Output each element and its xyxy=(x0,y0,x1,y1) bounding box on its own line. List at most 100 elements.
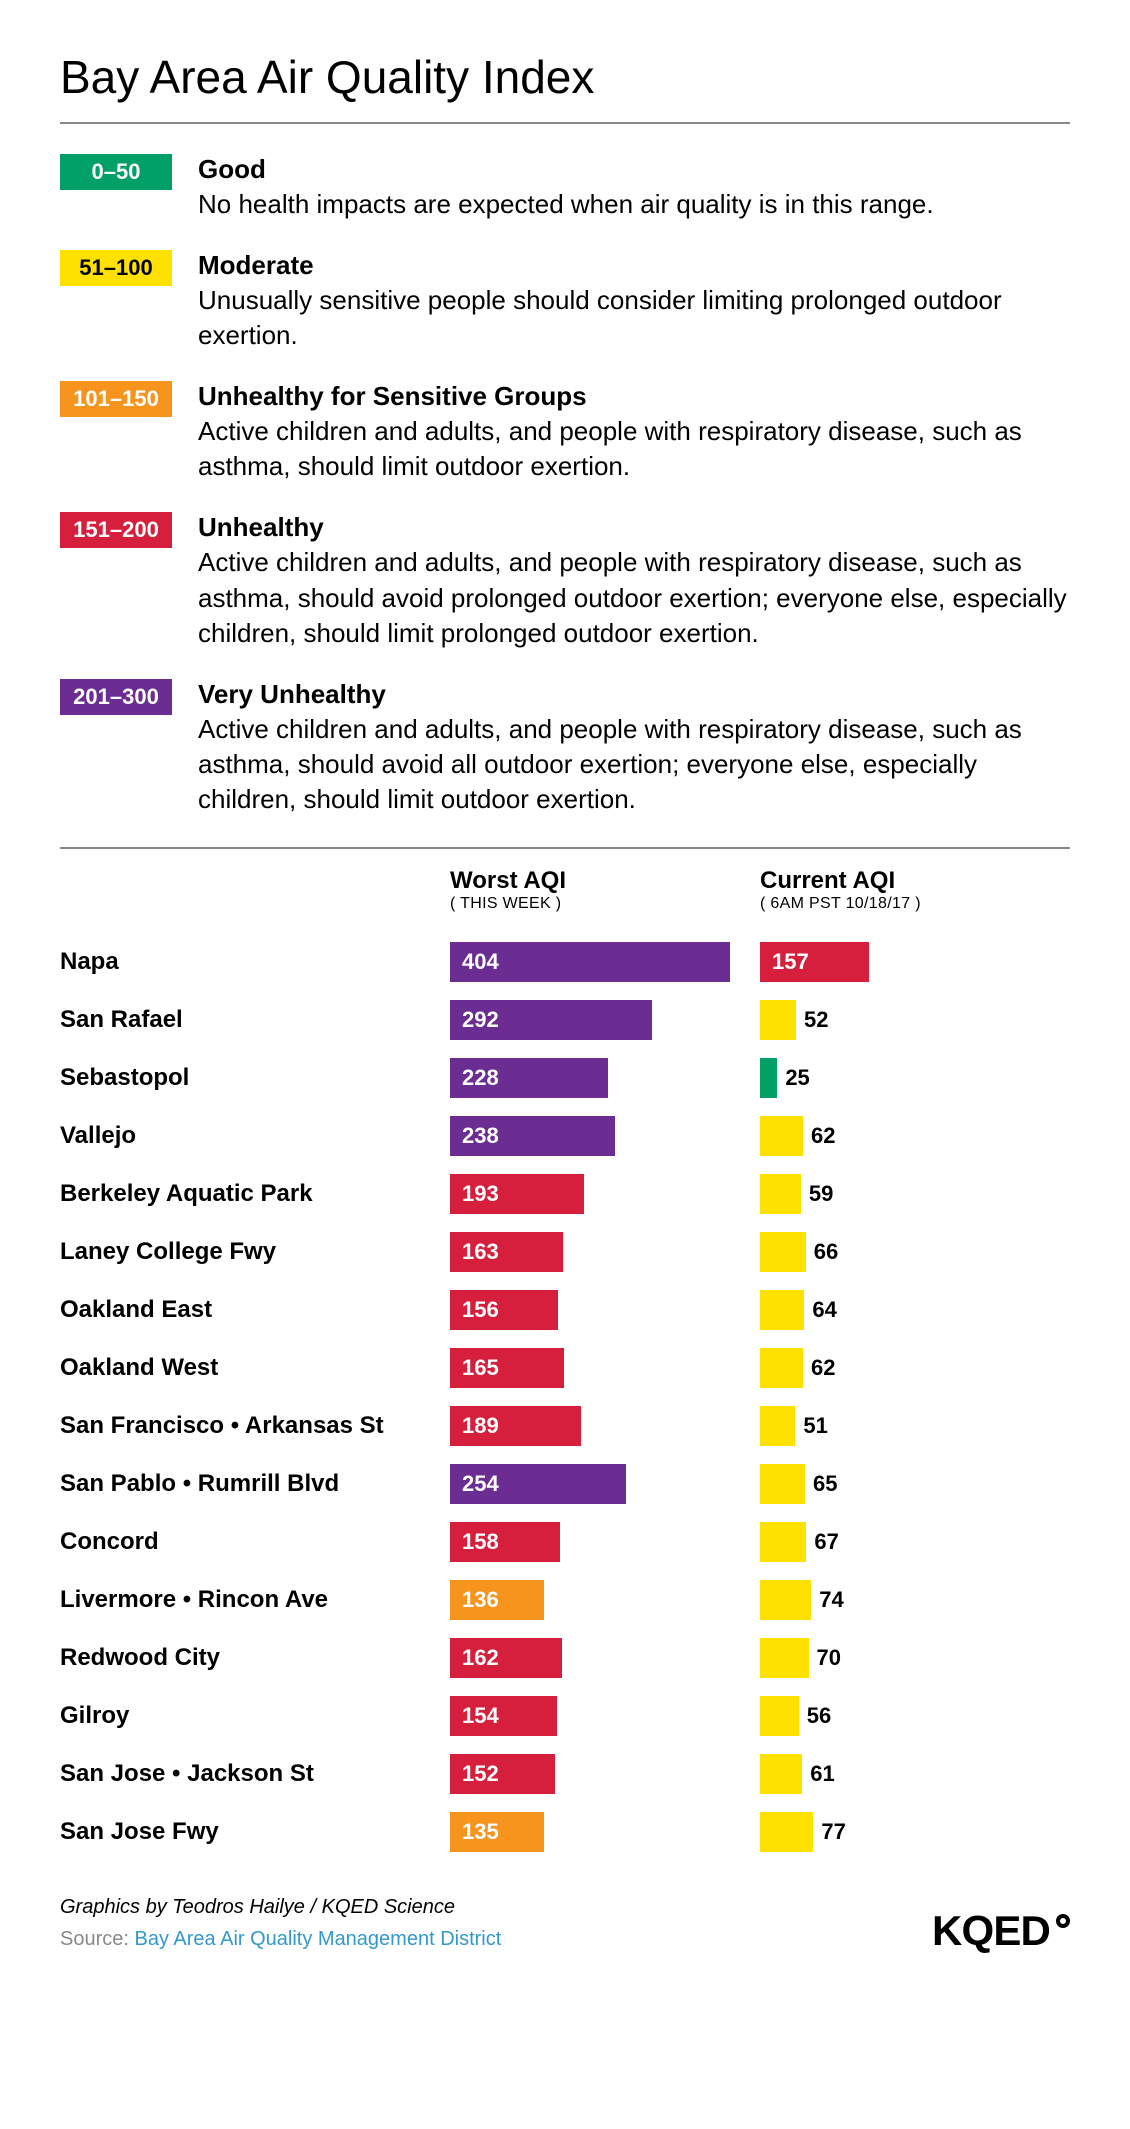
chart-row: Oakland East15664 xyxy=(60,1281,1070,1339)
column-header-worst: Worst AQI ( THIS WEEK ) xyxy=(450,867,760,913)
legend-description: Active children and adults, and people w… xyxy=(198,545,1070,650)
aqi-bar xyxy=(760,1638,809,1678)
legend-label: Very Unhealthy xyxy=(198,679,1070,710)
location-label: Livermore • Rincon Ave xyxy=(60,1586,450,1614)
chart-row: Laney College Fwy16366 xyxy=(60,1223,1070,1281)
legend-row: 101–150Unhealthy for Sensitive GroupsAct… xyxy=(60,381,1070,484)
bar-cell: 62 xyxy=(760,1116,1070,1156)
column-subtitle: ( THIS WEEK ) xyxy=(450,895,760,913)
aqi-bar xyxy=(760,1406,795,1446)
aqi-bar xyxy=(760,1000,796,1040)
bar-cell: 193 xyxy=(450,1174,760,1214)
chart-row: Gilroy154 56 xyxy=(60,1687,1070,1745)
bar-cell: 25 xyxy=(760,1058,1070,1098)
bar-cell: 74 xyxy=(760,1580,1070,1620)
legend-label: Good xyxy=(198,154,1070,185)
chart-row: San Jose • Jackson St152 61 xyxy=(60,1745,1070,1803)
location-label: Vallejo xyxy=(60,1122,450,1150)
chart-row: Oakland West165 62 xyxy=(60,1339,1070,1397)
bar-cell: 62 xyxy=(760,1348,1070,1388)
aqi-bar-value: 70 xyxy=(817,1638,841,1678)
column-title: Worst AQI xyxy=(450,867,760,895)
aqi-bar xyxy=(760,1348,803,1388)
location-label: Redwood City xyxy=(60,1644,450,1672)
aqi-bar xyxy=(760,1812,813,1852)
aqi-bar xyxy=(760,1754,802,1794)
bar-cell: 135 xyxy=(450,1812,760,1852)
aqi-bar: 228 xyxy=(450,1058,608,1098)
aqi-bar: 292 xyxy=(450,1000,652,1040)
page-title: Bay Area Air Quality Index xyxy=(60,50,1070,124)
footer: Graphics by Teodros Hailye / KQED Scienc… xyxy=(60,1891,1070,1955)
aqi-bar: 238 xyxy=(450,1116,615,1156)
aqi-bar xyxy=(760,1464,805,1504)
aqi-bar: 162 xyxy=(450,1638,562,1678)
legend-description: Unusually sensitive people should consid… xyxy=(198,283,1070,353)
aqi-bar-value: 56 xyxy=(807,1696,831,1736)
aqi-bar xyxy=(760,1058,777,1098)
chart-section: Worst AQI ( THIS WEEK ) Current AQI ( 6A… xyxy=(60,847,1070,1861)
location-label: Oakland West xyxy=(60,1354,450,1382)
aqi-bar xyxy=(760,1232,806,1272)
legend-badge: 101–150 xyxy=(60,381,172,417)
chart-body: Napa404157San Rafael29252Sebastopol22825… xyxy=(60,933,1070,1861)
bar-cell: 52 xyxy=(760,1000,1070,1040)
bar-cell: 64 xyxy=(760,1290,1070,1330)
location-label: Gilroy xyxy=(60,1702,450,1730)
aqi-bar-value: 64 xyxy=(812,1290,836,1330)
location-label: Laney College Fwy xyxy=(60,1238,450,1266)
location-label: Sebastopol xyxy=(60,1064,450,1092)
aqi-bar: 156 xyxy=(450,1290,558,1330)
bar-cell: 136 xyxy=(450,1580,760,1620)
bar-cell: 56 xyxy=(760,1696,1070,1736)
aqi-bar-value: 74 xyxy=(819,1580,843,1620)
aqi-bar-value: 67 xyxy=(814,1522,838,1562)
bar-cell: 65 xyxy=(760,1464,1070,1504)
bar-cell: 189 xyxy=(450,1406,760,1446)
bar-cell: 154 xyxy=(450,1696,760,1736)
aqi-bar: 136 xyxy=(450,1580,544,1620)
location-label: San Rafael xyxy=(60,1006,450,1034)
bar-cell: 158 xyxy=(450,1522,760,1562)
aqi-bar: 193 xyxy=(450,1174,584,1214)
location-label: San Pablo • Rumrill Blvd xyxy=(60,1470,450,1498)
bar-cell: 228 xyxy=(450,1058,760,1098)
legend-description: Active children and adults, and people w… xyxy=(198,414,1070,484)
legend-section: 0–50GoodNo health impacts are expected w… xyxy=(60,154,1070,817)
aqi-bar-value: 77 xyxy=(821,1812,845,1852)
legend-badge: 0–50 xyxy=(60,154,172,190)
chart-row: Sebastopol228 25 xyxy=(60,1049,1070,1107)
aqi-bar-value: 62 xyxy=(811,1116,835,1156)
aqi-bar xyxy=(760,1522,806,1562)
footer-source-label: Source: xyxy=(60,1928,134,1950)
footer-source-link[interactable]: Bay Area Air Quality Management District xyxy=(134,1928,501,1950)
aqi-bar: 163 xyxy=(450,1232,563,1272)
location-label: San Francisco • Arkansas St xyxy=(60,1412,450,1440)
aqi-bar-value: 62 xyxy=(811,1348,835,1388)
bar-cell: 162 xyxy=(450,1638,760,1678)
bar-cell: 152 xyxy=(450,1754,760,1794)
aqi-bar-value: 25 xyxy=(785,1058,809,1098)
aqi-bar-value: 61 xyxy=(810,1754,834,1794)
aqi-bar: 165 xyxy=(450,1348,564,1388)
location-label: San Jose • Jackson St xyxy=(60,1760,450,1788)
chart-header: Worst AQI ( THIS WEEK ) Current AQI ( 6A… xyxy=(60,867,1070,913)
aqi-bar: 157 xyxy=(760,942,869,982)
column-title: Current AQI xyxy=(760,867,1070,895)
aqi-bar-value: 65 xyxy=(813,1464,837,1504)
chart-row: San Jose Fwy13577 xyxy=(60,1803,1070,1861)
legend-badge: 51–100 xyxy=(60,250,172,286)
bar-cell: 254 xyxy=(450,1464,760,1504)
bar-cell: 67 xyxy=(760,1522,1070,1562)
chart-row: Concord15867 xyxy=(60,1513,1070,1571)
aqi-bar xyxy=(760,1290,804,1330)
legend-row: 201–300Very UnhealthyActive children and… xyxy=(60,679,1070,817)
legend-row: 0–50GoodNo health impacts are expected w… xyxy=(60,154,1070,222)
aqi-bar: 135 xyxy=(450,1812,544,1852)
aqi-bar-value: 59 xyxy=(809,1174,833,1214)
logo-text: KQED xyxy=(932,1907,1050,1955)
legend-badge: 201–300 xyxy=(60,679,172,715)
aqi-bar: 152 xyxy=(450,1754,555,1794)
chart-row: San Rafael292 52 xyxy=(60,991,1070,1049)
bar-cell: 165 xyxy=(450,1348,760,1388)
